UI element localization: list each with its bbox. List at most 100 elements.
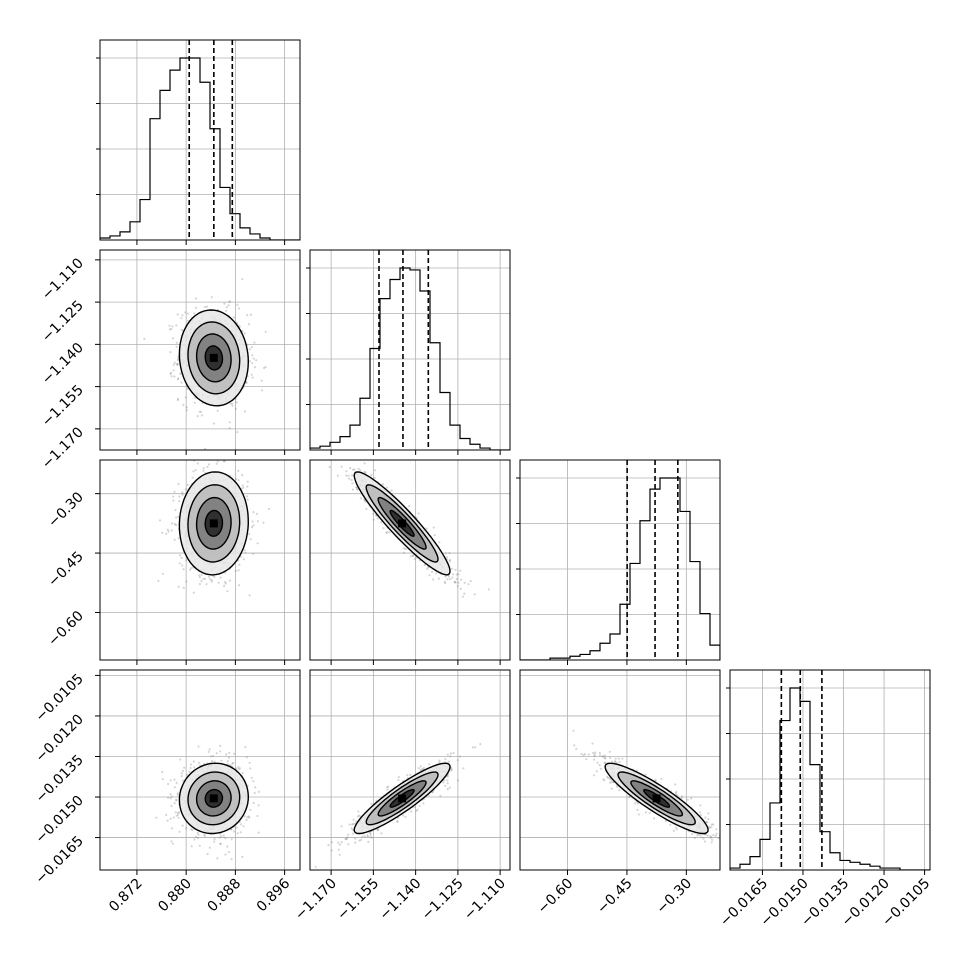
sample-point xyxy=(228,300,232,303)
sample-point xyxy=(251,520,254,523)
sample-point xyxy=(385,531,388,534)
sample-point xyxy=(417,767,420,770)
sample-point xyxy=(199,410,202,413)
sample-point xyxy=(176,359,180,362)
sample-point xyxy=(447,760,450,764)
sample-point xyxy=(196,415,199,418)
sample-point xyxy=(433,534,436,537)
sample-point xyxy=(450,768,453,771)
panel-3-1: −1.170−1.155−1.140−1.125−1.110 xyxy=(292,669,511,923)
sample-point xyxy=(241,278,244,281)
contour-line-3 xyxy=(178,309,250,407)
panel-frame xyxy=(99,249,301,451)
sample-point xyxy=(227,851,230,854)
sample-point xyxy=(351,823,354,826)
sample-point xyxy=(167,782,170,786)
sample-point xyxy=(177,482,180,486)
sample-point xyxy=(376,828,379,831)
sample-point xyxy=(219,576,222,579)
sample-point xyxy=(178,811,181,814)
sample-point xyxy=(228,421,231,424)
sample-point xyxy=(237,469,240,472)
sample-point xyxy=(614,757,617,760)
sample-point xyxy=(404,815,407,819)
sample-point xyxy=(223,302,226,305)
sample-point xyxy=(210,580,213,583)
sample-point xyxy=(330,841,334,844)
sample-point xyxy=(443,580,446,583)
sample-point xyxy=(180,317,183,320)
sample-point xyxy=(225,306,228,309)
sample-point xyxy=(200,573,203,576)
sample-point xyxy=(198,576,201,579)
sample-point xyxy=(474,746,477,749)
sample-point xyxy=(428,763,431,766)
sample-point xyxy=(351,828,354,832)
sample-point xyxy=(385,486,389,489)
sample-point xyxy=(352,457,354,459)
density-peak xyxy=(209,353,218,362)
sample-point xyxy=(232,761,235,765)
sample-point xyxy=(369,835,372,838)
sample-point xyxy=(610,787,613,790)
sample-point xyxy=(376,517,379,520)
sample-point xyxy=(449,769,452,772)
sample-point xyxy=(222,834,225,837)
sample-point xyxy=(377,828,380,831)
sample-point xyxy=(264,365,267,369)
sample-point xyxy=(177,585,180,588)
sample-point xyxy=(169,779,172,782)
sample-point xyxy=(447,575,450,578)
sample-point xyxy=(197,833,200,836)
sample-point xyxy=(338,853,341,856)
sample-point xyxy=(373,469,377,472)
sample-point xyxy=(189,763,192,766)
sample-point xyxy=(236,431,239,434)
sample-point xyxy=(192,760,195,763)
sample-point xyxy=(710,836,713,839)
sample-point xyxy=(358,839,361,842)
sample-point xyxy=(190,828,193,831)
sample-point xyxy=(180,381,183,384)
sample-point xyxy=(155,816,158,819)
contour-line-3 xyxy=(178,471,250,576)
sample-point xyxy=(182,568,185,571)
sample-point xyxy=(351,482,354,485)
sample-point xyxy=(184,311,187,314)
sample-point xyxy=(161,778,164,781)
sample-point xyxy=(453,580,456,584)
sample-point xyxy=(361,835,364,838)
sample-point xyxy=(219,842,222,846)
sample-point xyxy=(245,381,248,384)
sample-point xyxy=(173,490,176,493)
sample-point xyxy=(709,834,712,838)
sample-point xyxy=(172,816,175,819)
sample-point xyxy=(257,831,260,834)
sample-point xyxy=(373,476,376,479)
x-tick-label: 0.872 xyxy=(106,876,146,916)
sample-point xyxy=(231,762,234,765)
histogram-step-p1 xyxy=(310,267,510,450)
sample-point xyxy=(228,751,231,755)
sample-point xyxy=(200,414,204,417)
sample-point xyxy=(460,578,463,581)
sample-point xyxy=(255,359,258,362)
sample-point xyxy=(244,551,247,554)
sample-point xyxy=(171,522,174,525)
sample-point xyxy=(184,488,187,491)
panel-frame xyxy=(309,669,511,871)
sample-point xyxy=(337,841,340,844)
sample-point xyxy=(189,766,192,770)
sample-point xyxy=(241,855,244,859)
sample-point xyxy=(446,753,449,756)
sample-point xyxy=(354,837,357,840)
sample-point xyxy=(353,457,355,459)
sample-point xyxy=(158,519,162,522)
sample-point xyxy=(248,761,251,764)
sample-point xyxy=(198,410,201,413)
sample-point xyxy=(243,332,246,335)
sample-point xyxy=(248,532,251,536)
sample-point xyxy=(181,824,184,827)
sample-point xyxy=(237,307,241,310)
sample-point xyxy=(365,507,368,510)
